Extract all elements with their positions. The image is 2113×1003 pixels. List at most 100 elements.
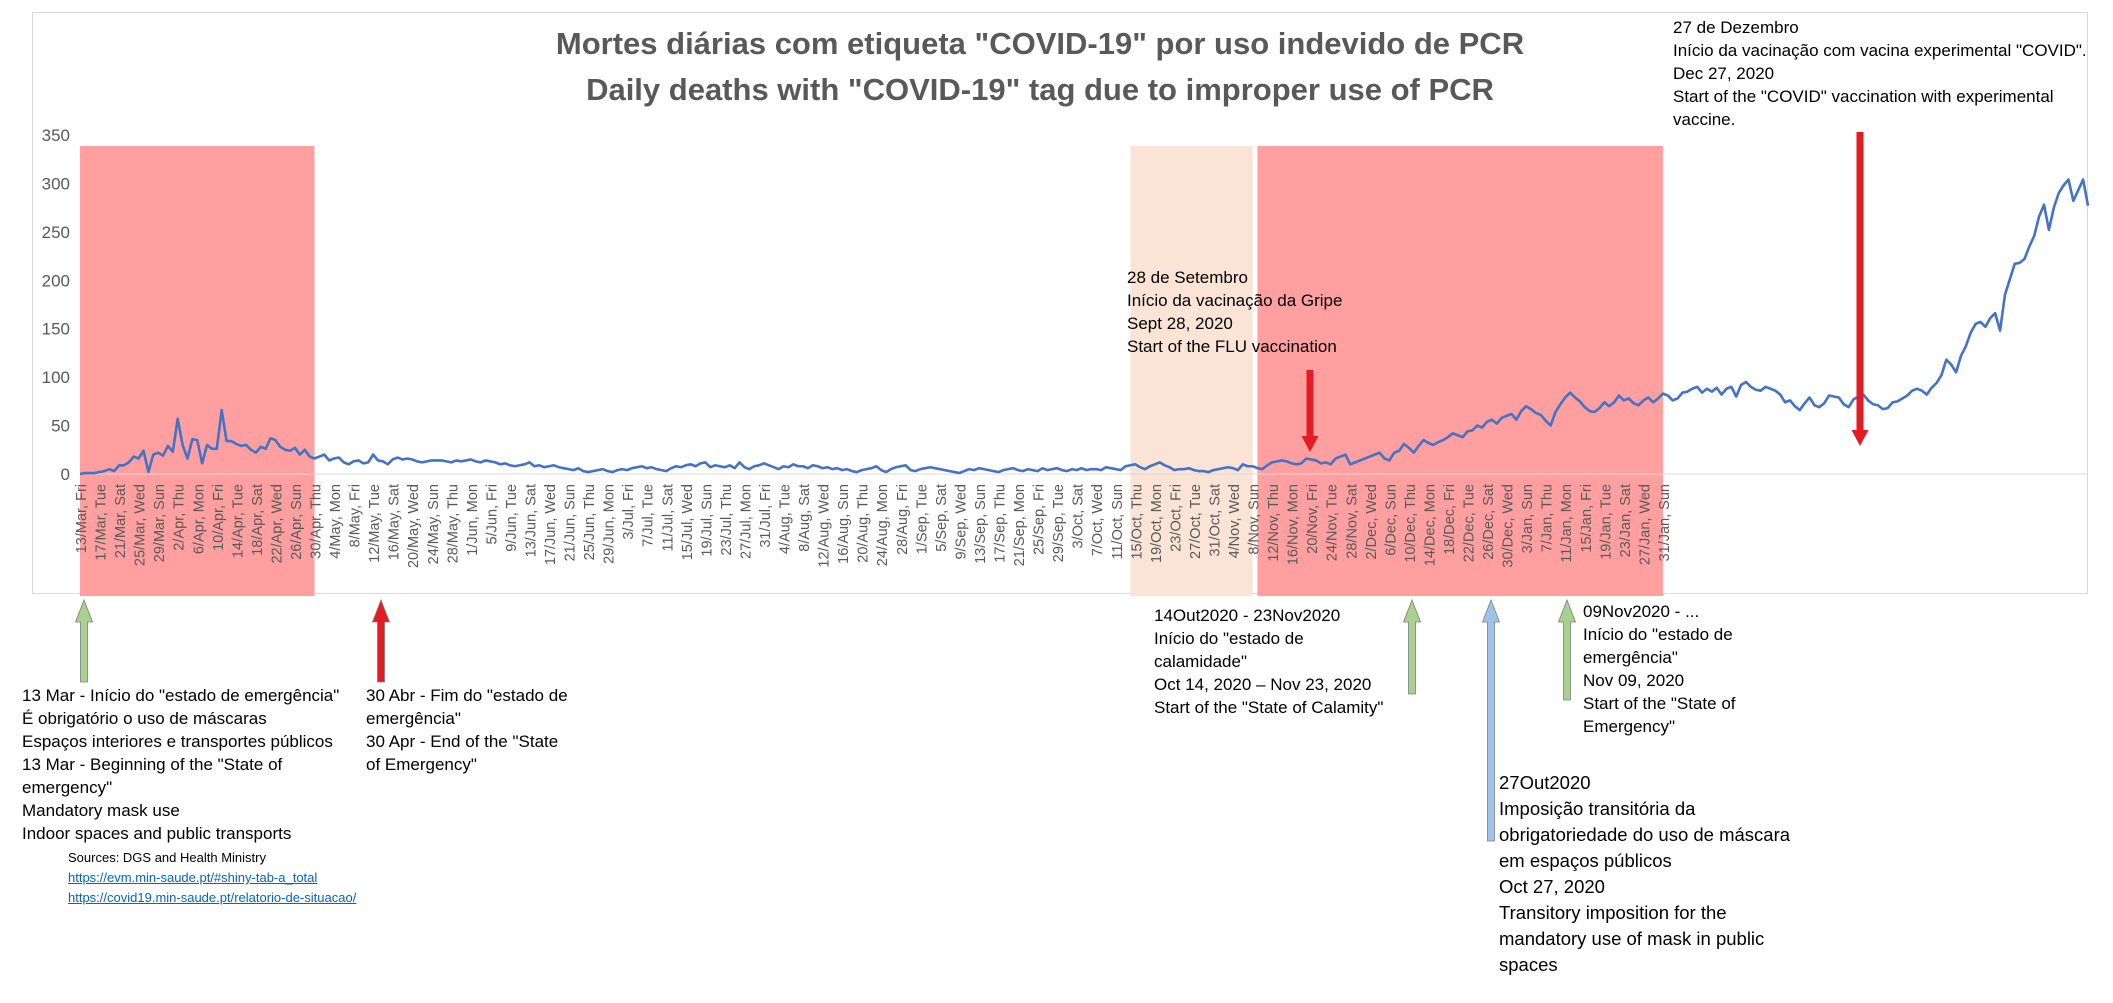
band-calamity-1 [1130,146,1253,596]
source-link-2[interactable]: https://covid19.min-saude.pt/relatorio-d… [68,890,357,905]
x-tick-label: 31/Jan, Sun [1657,484,1673,561]
x-tick-label: 17/Sep, Thu [993,484,1009,563]
sources-label: Sources: DGS and Health Ministry [68,850,266,865]
x-tick-label: 16/Nov, Mon [1286,484,1302,565]
x-tick-label: 26/Dec, Sat [1481,484,1497,560]
x-tick-label: 18/Apr, Sat [250,484,266,556]
series-line [79,178,2090,476]
x-tick-label: 9/Jun, Tue [504,484,520,552]
x-tick-label: 27/Jan, Wed [1637,484,1653,565]
x-tick-label: 13/Sep, Sun [973,484,989,564]
chart-title-en: Daily deaths with "COVID-19" tag due to … [586,72,1494,107]
x-tick-label: 15/Oct, Thu [1129,484,1145,560]
x-tick-label: 21/Mar, Sat [113,484,129,558]
annotation-vaccine: 27 de Dezembro Início da vacinação com va… [1673,18,2087,129]
arrow-mar13 [74,598,94,683]
x-tick-label: 5/Jun, Fri [484,484,500,544]
x-tick-label: 26/Apr, Sun [289,484,305,560]
x-tick-label: 4/Aug, Tue [778,484,794,554]
x-tick-label: 7/Jan, Thu [1540,484,1556,552]
x-tick-label: 28/Nov, Sat [1344,484,1360,559]
x-tick-label: 20/May, Wed [406,484,422,568]
x-tick-label: 11/Jan, Mon [1559,484,1575,563]
x-tick-label: 12/Nov, Thu [1266,484,1282,562]
x-tick-label: 18/Dec, Fri [1442,484,1458,555]
x-tick-label: 19/Oct, Mon [1149,484,1165,563]
x-tick-label: 21/Sep, Mon [1012,484,1028,566]
x-tick-label: 6/Dec, Sun [1383,484,1399,556]
x-tick-label: 24/Aug, Mon [875,484,891,566]
x-tick-label: 4/May, Mon [328,484,344,559]
x-tick-label: 2/Dec, Wed [1364,484,1380,560]
y-tick-label: 100 [42,368,70,387]
x-tick-label: 25/Jun, Thu [582,484,598,560]
x-tick-label: 3/Oct, Sat [1071,484,1087,548]
x-tick-label: 19/Jan, Tue [1598,484,1614,560]
x-tick-label: 21/Jun, Sun [563,484,579,561]
x-tick-label: 4/Nov, Wed [1227,484,1243,558]
x-tick-label: 29/Sep, Tue [1051,484,1067,562]
x-tick-label: 17/Mar, Tue [94,484,110,561]
y-tick-label: 150 [42,320,70,339]
x-tick-label: 16/Aug, Sun [836,484,852,564]
x-tick-label: 19/Jul, Sun [699,484,715,557]
x-tick-label: 25/Mar, Wed [133,484,149,566]
x-tick-label: 12/Aug, Wed [817,484,833,568]
x-tick-label: 22/Apr, Wed [269,484,285,564]
x-tick-label: 20/Aug, Thu [856,484,872,563]
x-tick-label: 24/May, Sun [426,484,442,564]
x-tick-label: 13/Jun, Sat [523,484,539,557]
x-tick-label: 6/Apr, Mon [191,484,207,554]
arrow-oct27 [1481,598,1501,842]
annotation-flu: 28 de Setembro Início da vacinação da Gri… [1127,268,1343,356]
y-tick-label: 250 [42,223,70,242]
arrow-nov09 [1557,598,1577,701]
x-tick-label: 12/May, Tue [367,484,383,563]
x-tick-label: 14/Apr, Tue [230,484,246,558]
chart-title-pt: Mortes diárias com etiqueta "COVID-19" p… [555,26,1525,61]
y-tick-label: 50 [51,417,70,436]
arrow-vaccine [1851,132,1869,446]
arrow-flu [1301,370,1319,452]
x-tick-label: 23/Oct, Fri [1168,484,1184,552]
x-tick-label: 3/Jul, Fri [621,484,637,540]
x-tick-label: 22/Dec, Tue [1462,484,1478,562]
sources: Sources: DGS and Health Ministry https:/… [68,848,356,908]
annotation-calamity: 14Out2020 - 23Nov2020 Início do "estado d… [1154,606,1384,717]
x-tick-label: 8/Aug, Sat [797,484,813,552]
x-tick-label: 31/Jul, Fri [758,484,774,548]
annotation-apr30: 30 Abr - Fim do "estado de emergência" 30 … [366,686,568,774]
x-tick-label: 15/Jan, Fri [1579,484,1595,553]
x-tick-label: 28/Aug, Fri [895,484,911,555]
x-tick-label: 17/Jun, Wed [543,484,559,565]
x-tick-label: 11/Oct, Sun [1110,484,1126,560]
x-tick-label: 25/Sep, Fri [1032,484,1048,555]
x-tick-label: 10/Dec, Thu [1403,484,1419,563]
x-tick-label: 8/May, Fri [348,484,364,547]
x-tick-label: 5/Sep, Sat [934,484,950,552]
x-tick-label: 16/May, Sat [387,484,403,560]
x-tick-label: 23/Jan, Sat [1618,484,1634,557]
band-emergency-0 [80,146,315,596]
x-tick-label: 9/Sep, Wed [953,484,969,560]
x-tick-label: 24/Nov, Tue [1325,484,1341,561]
arrow-apr30 [371,598,391,683]
x-tick-label: 30/Dec, Wed [1501,484,1517,568]
arrow-oct14 [1402,598,1422,695]
source-link-1[interactable]: https://evm.min-saude.pt/#shiny-tab-a_to… [68,870,318,885]
x-tick-label: 8/Nov, Sun [1247,484,1263,555]
x-tick-label: 28/May, Thu [445,484,461,563]
x-tick-label: 27/Oct, Tue [1188,484,1204,559]
y-tick-label: 200 [42,271,70,290]
x-tick-label: 15/Jul, Wed [680,484,696,560]
x-tick-label: 20/Nov, Fri [1305,484,1321,554]
x-tick-label: 1/Jun, Mon [465,484,481,556]
x-tick-label: 31/Oct, Sat [1207,484,1223,557]
x-tick-label: 30/Apr, Thu [309,484,325,559]
y-tick-label: 350 [42,126,70,145]
x-tick-label: 1/Sep, Tue [914,484,930,554]
annotation-oct27: 27Out2020 Imposição transitória da obrigat… [1499,772,1791,975]
band-emergency-2 [1257,146,1663,596]
x-tick-label: 10/Apr, Fri [211,484,227,551]
